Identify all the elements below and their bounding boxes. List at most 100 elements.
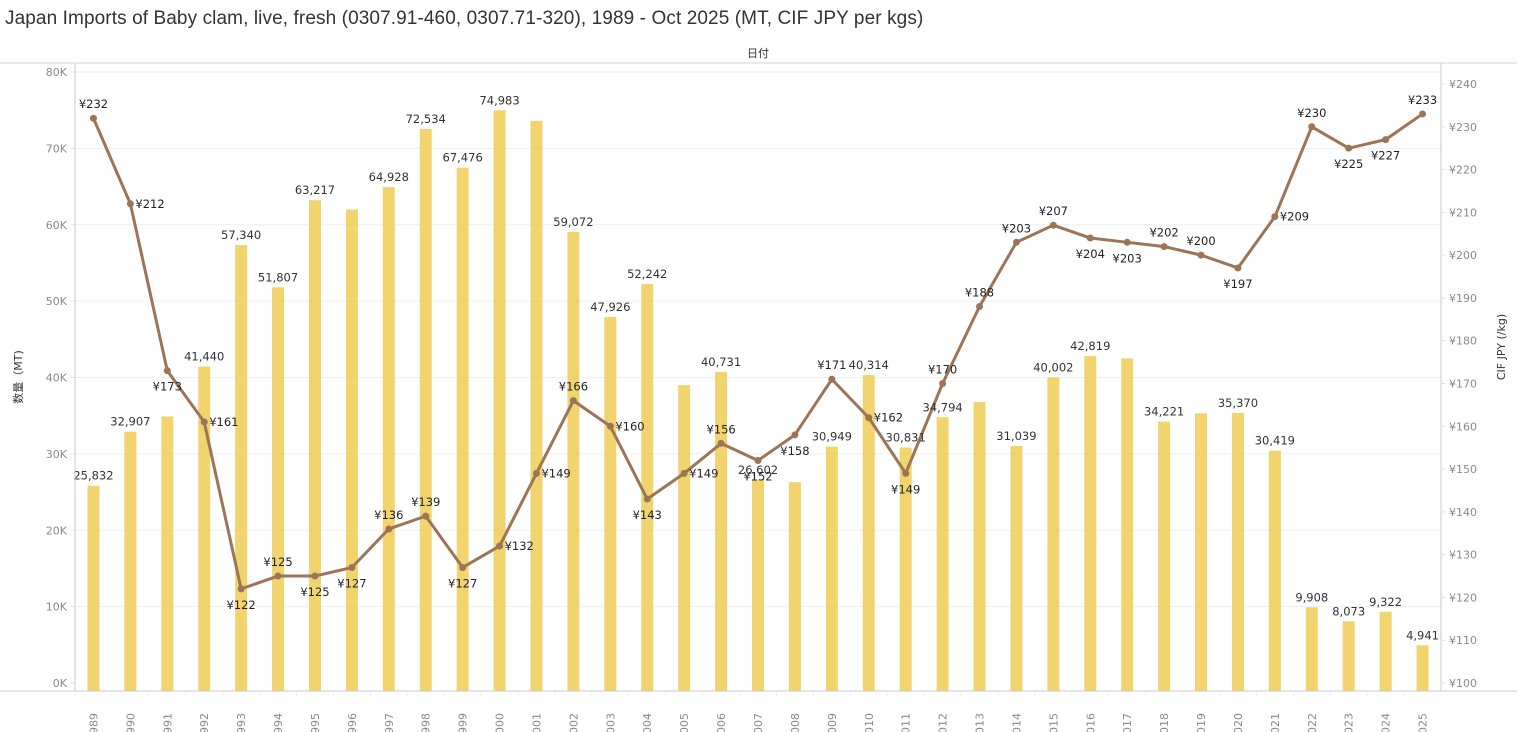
price-point xyxy=(939,380,947,387)
bar xyxy=(1268,450,1281,691)
price-label: ¥225 xyxy=(1334,157,1363,171)
x-tick-label: 2005 xyxy=(678,713,691,732)
price-point xyxy=(1012,238,1020,246)
price-label: ¥203 xyxy=(1113,251,1142,265)
y-right-tick-label: ¥210 xyxy=(1449,206,1477,219)
y-left-tick-label: 60K xyxy=(46,219,68,232)
price-label: ¥161 xyxy=(209,415,238,429)
bar xyxy=(124,431,137,691)
x-tick-label: 1998 xyxy=(420,713,433,732)
bar-label: 9,908 xyxy=(1295,590,1328,604)
x-tick-label: 1992 xyxy=(198,713,211,732)
price-label: ¥200 xyxy=(1186,234,1215,248)
bar xyxy=(530,120,543,691)
bar xyxy=(1305,607,1318,691)
bar xyxy=(161,416,174,691)
x-tick-label: 2006 xyxy=(715,713,728,732)
bar xyxy=(272,287,285,691)
bar-label: 59,072 xyxy=(553,215,593,229)
bar xyxy=(1121,358,1134,691)
price-point xyxy=(902,469,910,477)
price-point xyxy=(274,572,282,580)
bar xyxy=(345,209,358,691)
price-label: ¥232 xyxy=(79,97,108,111)
y-left-tick-label: 0K xyxy=(53,677,68,690)
price-point xyxy=(311,572,319,580)
x-tick-label: 2016 xyxy=(1084,713,1097,732)
price-point xyxy=(1345,144,1353,152)
y-right-tick-label: ¥200 xyxy=(1449,249,1477,262)
axes: 0K 10K 20K 30K 40K 50K 60K 70K 80K ¥100 ¥110 ¥120 ¥1… xyxy=(0,62,1517,732)
price-label: ¥127 xyxy=(448,576,477,590)
bar xyxy=(641,284,654,691)
price-point xyxy=(1086,234,1094,242)
x-tick-label: 2013 xyxy=(974,713,987,732)
price-point xyxy=(680,469,688,477)
price-label: ¥188 xyxy=(965,285,994,299)
y-right-tick-label: ¥140 xyxy=(1449,506,1477,519)
bar-label: 30,831 xyxy=(886,431,926,445)
price-label: ¥207 xyxy=(1039,204,1068,218)
bar xyxy=(936,417,949,691)
price-point xyxy=(1308,123,1316,131)
price-label: ¥149 xyxy=(541,466,570,480)
y-left-tick-label: 50K xyxy=(46,295,68,308)
bar-label: 32,907 xyxy=(110,415,150,429)
bar xyxy=(1195,413,1208,691)
x-tick-label: 2014 xyxy=(1010,713,1023,732)
price-label: ¥125 xyxy=(300,585,329,599)
price-label: ¥233 xyxy=(1408,93,1437,107)
bar xyxy=(382,187,395,691)
bar-label: 52,242 xyxy=(627,267,667,281)
price-label: ¥143 xyxy=(633,508,662,522)
x-tick-label: 2010 xyxy=(863,713,876,732)
bar xyxy=(198,366,211,691)
x-tick-label: 2008 xyxy=(789,713,802,732)
price-label: ¥204 xyxy=(1076,247,1105,261)
price-point xyxy=(1382,136,1390,144)
bar xyxy=(604,316,617,691)
price-label: ¥173 xyxy=(153,380,182,394)
y-right-tick-label: ¥150 xyxy=(1449,463,1477,476)
bar-label: 40,314 xyxy=(849,358,889,372)
x-tick-label: 1994 xyxy=(272,713,285,732)
x-tick-label: 2023 xyxy=(1343,713,1356,732)
bar xyxy=(1231,412,1244,691)
price-label: ¥152 xyxy=(743,470,772,484)
bar-label: 40,731 xyxy=(701,355,741,369)
price-point xyxy=(643,495,651,503)
y-axis-right-title: CIF JPY (/kg) xyxy=(1495,314,1508,380)
line-data-labels: ¥232 ¥212 ¥173 ¥161 ¥122 ¥125 ¥125 ¥127 ¥136 ¥139… xyxy=(79,93,1437,612)
price-label: ¥227 xyxy=(1371,149,1400,163)
price-label: ¥203 xyxy=(1002,221,1031,235)
price-label: ¥158 xyxy=(780,444,809,458)
bar xyxy=(1416,645,1429,691)
price-label: ¥209 xyxy=(1280,210,1309,224)
price-point xyxy=(163,367,171,375)
bar-series xyxy=(87,110,1429,692)
bar-label: 42,819 xyxy=(1070,339,1110,353)
price-point xyxy=(754,457,762,465)
price-label: ¥160 xyxy=(615,419,644,433)
bar xyxy=(1158,421,1171,691)
bar-label: 4,941 xyxy=(1406,628,1439,642)
x-tick-label: 2004 xyxy=(641,713,654,732)
x-tick-label: 1997 xyxy=(383,713,396,732)
price-point xyxy=(532,469,540,477)
price-label: ¥136 xyxy=(374,508,403,522)
y-right-tick-label: ¥180 xyxy=(1449,335,1477,348)
price-point xyxy=(1419,110,1427,118)
bar-label: 51,807 xyxy=(258,270,298,284)
price-label: ¥171 xyxy=(817,358,846,372)
price-point xyxy=(459,563,467,571)
x-tick-label: 2002 xyxy=(567,713,580,732)
x-tick-label: 2015 xyxy=(1047,713,1060,732)
x-tick-label: 2007 xyxy=(752,713,765,732)
bar xyxy=(493,110,506,692)
bar-label: 40,002 xyxy=(1033,360,1073,374)
x-tick-label: 2019 xyxy=(1195,713,1208,732)
x-tick-label: 1995 xyxy=(309,713,322,732)
price-label: ¥139 xyxy=(411,495,440,509)
x-tick-label: 2025 xyxy=(1417,713,1430,732)
